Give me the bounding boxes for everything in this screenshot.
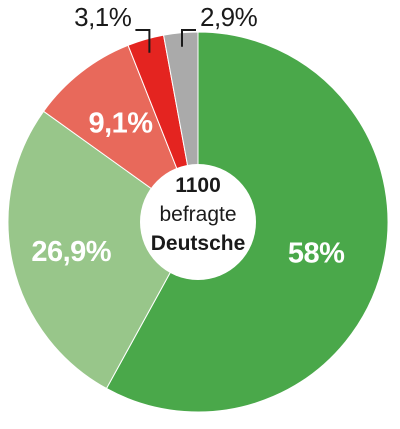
slice-label: 58% [288, 237, 345, 269]
slice-label: 9,1% [88, 108, 153, 140]
slice-label-outer: 2,9% [200, 2, 258, 32]
center-count: 1100 [175, 174, 221, 197]
leader-line [181, 29, 196, 47]
leader-lines [135, 29, 196, 53]
slice-label: 26,9% [31, 236, 111, 268]
slice-labels: 58% 26,9% 9,1% 3,1% 2,9% [31, 2, 345, 269]
center-circle [140, 164, 256, 280]
slice-26-9 [7, 110, 199, 390]
center-line-1: befragte [159, 203, 236, 226]
slice-label-outer: 3,1% [74, 2, 132, 32]
center-line-2: Deutsche [151, 232, 246, 255]
slice-9-1 [42, 44, 200, 224]
leader-line [135, 29, 151, 53]
